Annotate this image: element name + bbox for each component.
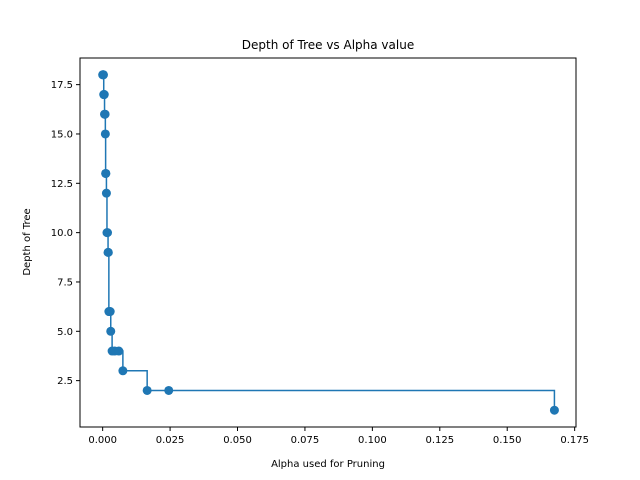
data-point: [118, 366, 128, 376]
x-tick-label: 0.175: [560, 435, 589, 446]
x-tick-label: 0.025: [156, 435, 185, 446]
y-axis: 2.5 5.0 7.5 10.0 12.5 15.0 17.5: [51, 80, 80, 387]
data-point: [106, 326, 116, 336]
y-tick-label: 5.0: [57, 327, 73, 338]
x-axis-title: Alpha used for Pruning: [271, 459, 385, 470]
y-tick-label: 12.5: [51, 179, 73, 190]
data-point: [114, 346, 124, 356]
x-tick-label: 0.100: [358, 435, 387, 446]
y-tick-label: 7.5: [57, 277, 73, 288]
chart-title: Depth of Tree vs Alpha value: [242, 38, 414, 52]
y-tick-label: 2.5: [57, 376, 73, 387]
data-point: [142, 385, 152, 395]
data-point: [98, 70, 108, 80]
y-tick-label: 17.5: [51, 80, 73, 91]
data-point: [101, 168, 111, 178]
y-tick-label: 15.0: [51, 129, 73, 140]
y-axis-title: Depth of Tree: [22, 208, 33, 275]
plot-area: [98, 70, 559, 415]
x-tick-label: 0.000: [88, 435, 117, 446]
x-tick-label: 0.150: [493, 435, 522, 446]
data-point: [100, 109, 110, 119]
data-point: [164, 385, 174, 395]
x-axis: 0.000 0.025 0.050 0.075 0.100 0.125 0.150 0.175: [88, 427, 589, 446]
x-tick-label: 0.125: [425, 435, 454, 446]
x-tick-label: 0.050: [223, 435, 252, 446]
data-point: [100, 129, 110, 139]
data-point: [549, 405, 559, 415]
data-point: [103, 228, 113, 238]
x-tick-label: 0.075: [291, 435, 320, 446]
data-point: [105, 307, 115, 317]
data-point: [101, 188, 111, 198]
axes-frame: [79, 57, 577, 428]
data-point: [99, 90, 109, 100]
y-tick-label: 10.0: [51, 228, 73, 239]
data-point: [103, 247, 113, 257]
